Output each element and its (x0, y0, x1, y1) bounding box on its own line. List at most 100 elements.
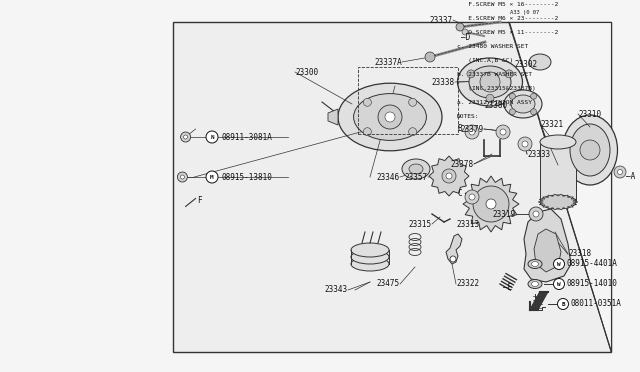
Circle shape (486, 94, 494, 102)
Text: B: B (561, 301, 565, 307)
Polygon shape (509, 22, 611, 352)
Circle shape (180, 175, 184, 179)
Text: —A: —A (626, 171, 636, 180)
Text: (INC.A,B &C): (INC.A,B &C) (457, 58, 513, 63)
Text: —D: —D (461, 32, 470, 42)
Text: (INC.23315&23337B): (INC.23315&23337B) (457, 86, 536, 91)
Text: M: M (210, 174, 214, 180)
Circle shape (509, 109, 515, 115)
Ellipse shape (504, 90, 542, 118)
Text: 23343: 23343 (325, 285, 348, 295)
Circle shape (618, 170, 623, 174)
Text: a. 23312 PINION ASSY: a. 23312 PINION ASSY (457, 100, 532, 105)
Ellipse shape (351, 250, 389, 264)
Ellipse shape (528, 279, 542, 289)
Circle shape (364, 128, 371, 136)
Text: 08911-3081A: 08911-3081A (222, 132, 273, 141)
Text: 23313: 23313 (457, 219, 480, 228)
Polygon shape (524, 209, 571, 282)
Text: 23337A: 23337A (374, 58, 402, 67)
Ellipse shape (563, 115, 618, 185)
Circle shape (580, 140, 600, 160)
Circle shape (505, 70, 513, 78)
Ellipse shape (540, 195, 576, 209)
Polygon shape (463, 176, 519, 232)
Circle shape (486, 199, 496, 209)
Text: A33 )0 07: A33 )0 07 (510, 10, 540, 15)
Text: 23310: 23310 (578, 109, 601, 119)
Circle shape (462, 29, 468, 35)
Polygon shape (429, 156, 469, 196)
Text: N: N (210, 135, 214, 140)
Text: 23321: 23321 (540, 119, 563, 128)
Circle shape (442, 169, 456, 183)
Bar (540, 142, 576, 202)
Text: 08011-0351A: 08011-0351A (571, 299, 622, 308)
Circle shape (450, 256, 456, 262)
Text: W: W (557, 282, 561, 286)
Text: 23319: 23319 (493, 209, 516, 218)
Circle shape (531, 109, 536, 115)
Text: 23346: 23346 (377, 173, 400, 182)
Circle shape (554, 279, 564, 289)
Text: C: C (458, 189, 462, 198)
Ellipse shape (353, 94, 426, 140)
Text: W: W (557, 262, 561, 266)
Text: c. 23480 WASHER SET: c. 23480 WASHER SET (457, 44, 528, 49)
Text: 08915-4401A: 08915-4401A (567, 260, 618, 269)
Circle shape (500, 129, 506, 135)
Circle shape (554, 259, 564, 269)
Circle shape (557, 298, 568, 310)
Circle shape (480, 72, 500, 92)
Circle shape (531, 93, 536, 99)
Text: 23338: 23338 (432, 77, 455, 87)
Circle shape (533, 211, 539, 217)
Text: 23378: 23378 (451, 160, 474, 169)
Circle shape (177, 172, 188, 182)
Ellipse shape (402, 159, 430, 179)
Circle shape (206, 131, 218, 143)
Text: —E: —E (503, 283, 512, 292)
Ellipse shape (338, 83, 442, 151)
Ellipse shape (409, 164, 423, 174)
Circle shape (469, 194, 475, 200)
Text: 23357: 23357 (405, 173, 428, 182)
Text: 08915-14010: 08915-14010 (567, 279, 618, 289)
Circle shape (467, 70, 475, 78)
Text: 23322: 23322 (456, 279, 479, 289)
Polygon shape (328, 109, 338, 125)
Ellipse shape (531, 282, 538, 286)
Circle shape (465, 190, 479, 204)
Text: 23315: 23315 (409, 219, 432, 228)
Text: B: B (458, 124, 462, 132)
Circle shape (364, 98, 371, 106)
Circle shape (446, 173, 452, 179)
Polygon shape (446, 234, 462, 264)
Circle shape (509, 93, 515, 99)
Text: 23337: 23337 (430, 16, 453, 25)
Circle shape (378, 105, 402, 129)
Circle shape (522, 141, 528, 147)
Circle shape (425, 52, 435, 62)
Bar (173, 22, 611, 352)
Circle shape (408, 98, 417, 106)
Text: 23379: 23379 (461, 125, 484, 134)
Polygon shape (534, 229, 561, 272)
Polygon shape (538, 194, 578, 210)
Circle shape (518, 137, 532, 151)
Ellipse shape (529, 54, 551, 70)
Text: 23475: 23475 (377, 279, 400, 289)
Ellipse shape (570, 124, 610, 176)
Text: 23302: 23302 (515, 60, 538, 68)
Circle shape (465, 125, 479, 139)
Text: 23333: 23333 (527, 150, 550, 158)
Ellipse shape (351, 243, 389, 257)
Circle shape (408, 128, 417, 136)
Ellipse shape (458, 58, 522, 106)
Ellipse shape (540, 135, 576, 149)
Circle shape (206, 171, 218, 183)
Circle shape (614, 166, 626, 178)
Circle shape (180, 132, 191, 142)
Ellipse shape (528, 260, 542, 269)
Text: D.SCREW M5 × 11--------2: D.SCREW M5 × 11--------2 (457, 30, 558, 35)
